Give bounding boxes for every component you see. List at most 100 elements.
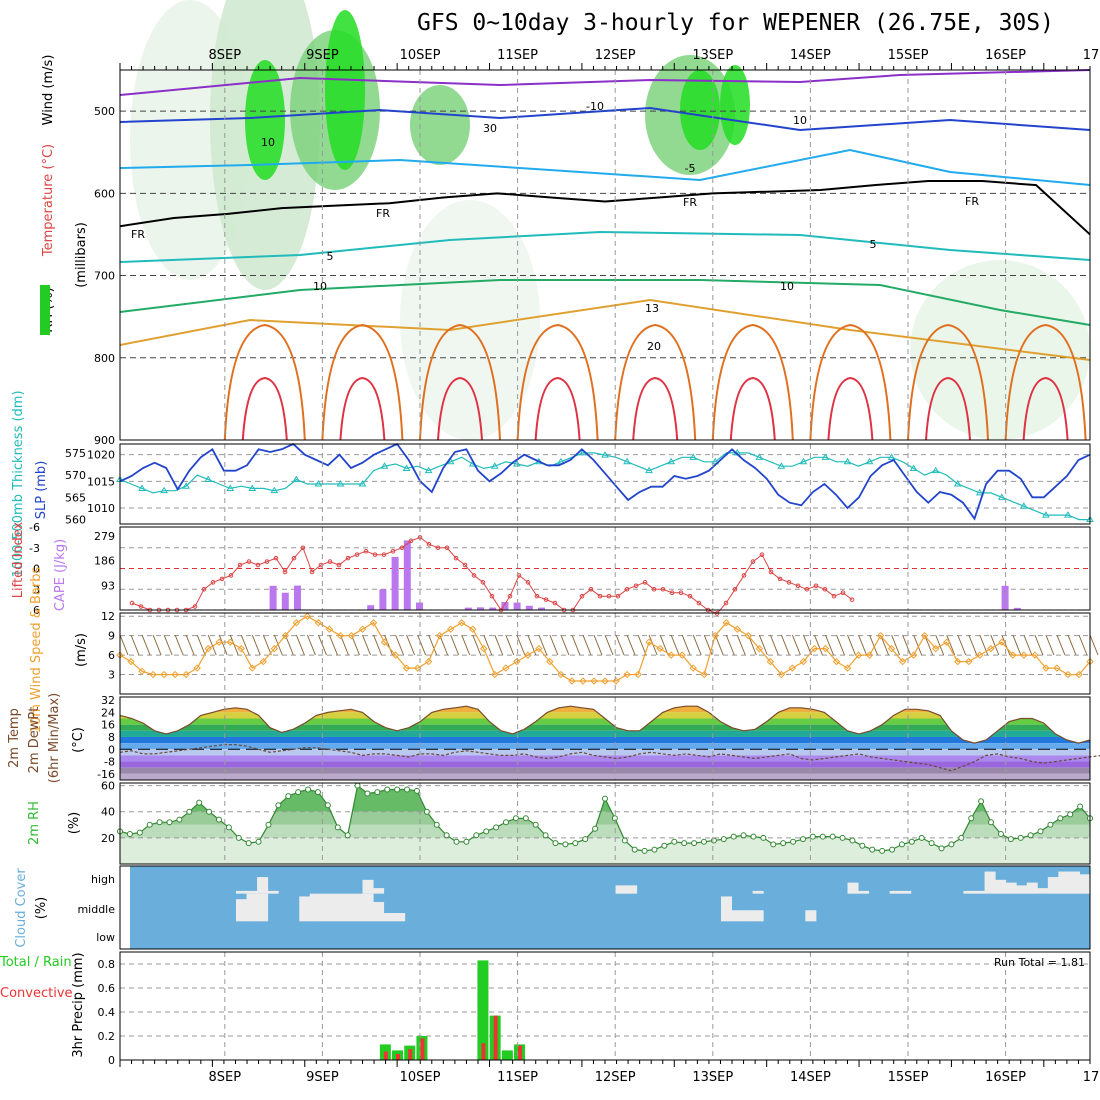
warm-contour xyxy=(1004,323,1087,441)
cloud-bar-mid xyxy=(320,893,332,922)
rh-marker xyxy=(453,838,460,845)
wind-marker xyxy=(777,670,786,679)
wind-marker xyxy=(391,651,400,659)
wind-marker xyxy=(513,657,521,666)
rh2m-unit-label: (%) xyxy=(67,812,82,835)
temperature-contour xyxy=(119,298,1091,361)
wind-marker xyxy=(689,664,697,672)
rh-band xyxy=(120,837,1090,864)
pressure-tick-label: 700 xyxy=(94,270,115,283)
contour-label: FR xyxy=(683,196,697,209)
thickness-marker xyxy=(204,475,213,483)
li-marker xyxy=(750,559,756,564)
li-marker xyxy=(453,555,459,561)
wind-marker xyxy=(942,638,951,646)
rh-marker xyxy=(1077,803,1084,810)
cape-bar xyxy=(367,605,375,610)
cloud-bar-high xyxy=(900,890,912,894)
dewpoint-line xyxy=(119,744,1100,772)
temp-tick-label: -16 xyxy=(97,768,115,781)
wind-barb xyxy=(714,634,724,656)
wind-marker xyxy=(1075,670,1083,679)
li-marker xyxy=(579,593,585,599)
panel-frames xyxy=(119,63,1091,1067)
wind-marker xyxy=(965,657,973,666)
warm-contour xyxy=(437,376,483,441)
rh-marker xyxy=(730,833,737,840)
li-tick-label: 6 xyxy=(33,604,40,617)
li-marker xyxy=(219,576,225,582)
wind-barb xyxy=(571,634,581,656)
rh-contour-blob xyxy=(245,60,285,180)
cloud-bar-high xyxy=(615,885,627,894)
rh-marker xyxy=(700,838,707,845)
date-label-bottom: 12SEP xyxy=(595,1070,636,1085)
wind-marker xyxy=(744,631,753,640)
wind-barb xyxy=(692,634,702,656)
temp2m-axis-label: 2m Temp xyxy=(7,708,22,768)
wind-marker xyxy=(898,657,907,666)
wind-marker xyxy=(1020,651,1028,659)
cape-bar xyxy=(489,607,497,610)
rh-marker xyxy=(542,832,549,839)
wind-barb xyxy=(935,634,945,656)
warm-contour xyxy=(614,323,697,441)
thickness-marker xyxy=(601,451,609,458)
wind-marker xyxy=(645,638,653,646)
wind-barb xyxy=(1012,634,1022,656)
rh-marker xyxy=(483,828,490,835)
rh-marker xyxy=(354,782,361,789)
rh-marker xyxy=(334,824,341,831)
li-marker xyxy=(444,545,450,551)
cloud-bar-high xyxy=(1068,871,1080,894)
rh-marker xyxy=(562,841,569,848)
wind-marker xyxy=(590,677,598,685)
wind-marker xyxy=(336,631,345,640)
wind10m-panel: 3 6 9 12 xyxy=(101,610,1099,685)
wind-marker xyxy=(557,670,565,679)
rh-marker xyxy=(275,802,282,809)
li-marker xyxy=(543,597,549,602)
cloud-unit-label-part: (%) xyxy=(34,897,49,920)
wind-barb xyxy=(582,634,592,656)
wind-marker xyxy=(259,657,268,666)
rh-marker xyxy=(522,815,529,822)
rh-marker xyxy=(146,821,153,828)
li-marker xyxy=(354,552,360,557)
panel-frame-rh xyxy=(119,782,1091,865)
wind-marker xyxy=(281,631,290,640)
wind-barb xyxy=(869,634,879,656)
rh-marker xyxy=(898,841,905,848)
rh-contour-blob xyxy=(400,200,540,440)
date-label-top: 10SEP xyxy=(400,48,441,63)
rh-marker xyxy=(552,840,559,847)
rh-marker xyxy=(790,838,797,845)
cape-bar xyxy=(1013,607,1021,610)
wind-marker xyxy=(314,619,323,627)
wind-marker xyxy=(248,664,256,672)
wind-barb xyxy=(880,634,890,656)
li-marker xyxy=(525,580,531,585)
wind-marker xyxy=(722,619,730,627)
cloud-level-label: high xyxy=(91,873,115,886)
wind-marker xyxy=(843,664,852,672)
warm-contour xyxy=(339,376,386,441)
contour-label: 10 xyxy=(793,114,807,127)
cloud-bar-mid xyxy=(805,910,817,922)
temp-unit-label: (°C) xyxy=(71,727,86,753)
wind-marker xyxy=(138,667,146,676)
rh-marker xyxy=(631,846,638,853)
cape-bar xyxy=(477,607,484,610)
li-axis-label: Lifted Index xyxy=(11,521,26,598)
thickness-tick-label: 560 xyxy=(65,514,86,527)
cape-tick-label: 279 xyxy=(94,530,115,543)
wind-barb xyxy=(306,634,316,656)
li-marker xyxy=(831,593,837,599)
temp-tick-label: 0 xyxy=(108,743,115,756)
wind10-axis-label: 10m Wind Speed & Barbs xyxy=(29,567,44,734)
rh-marker xyxy=(750,833,757,840)
wind-barb xyxy=(902,634,912,656)
cloud-bar-high xyxy=(626,885,638,894)
wind-barb xyxy=(395,634,405,656)
rh-marker xyxy=(918,834,925,841)
